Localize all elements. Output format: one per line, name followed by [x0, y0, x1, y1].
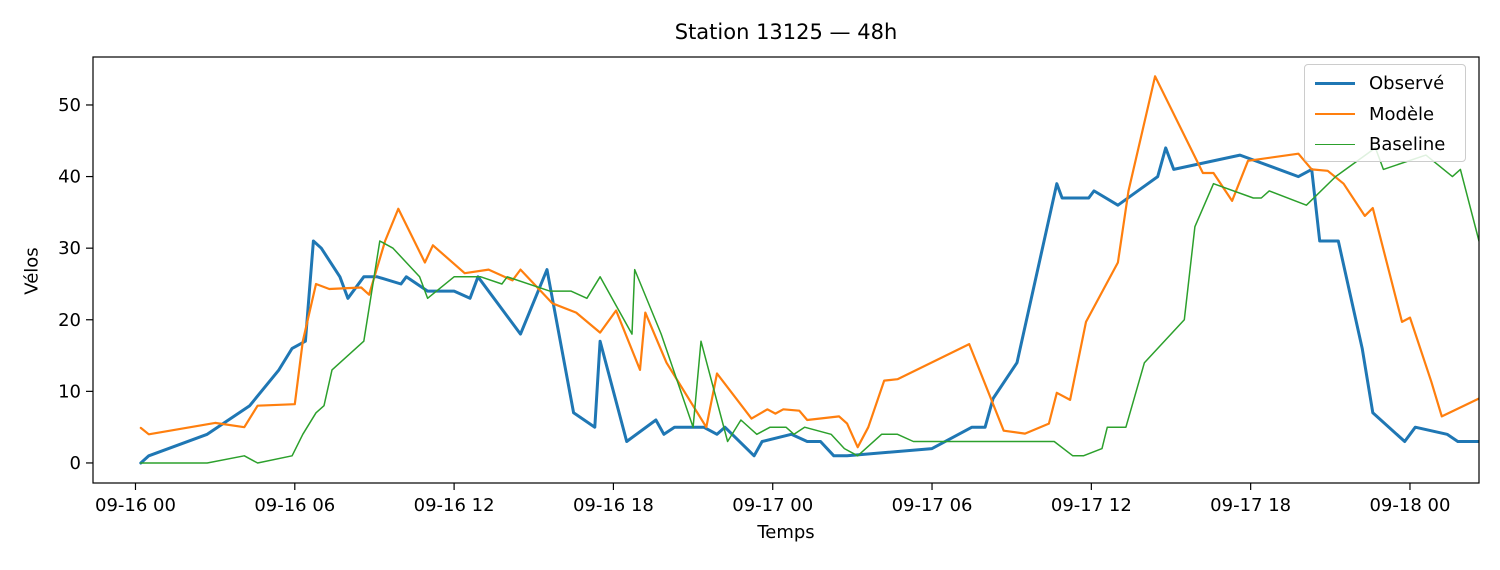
series-line-0: [139, 146, 1479, 465]
legend-label-observe: Observé: [1369, 72, 1445, 94]
y-tick-label: 50: [58, 95, 81, 116]
y-tick-label: 10: [58, 381, 81, 402]
legend-item-observe: Observé: [1315, 71, 1444, 95]
y-tick-label: 30: [58, 238, 81, 259]
legend-swatch-baseline: [1315, 143, 1355, 145]
x-tick-label: 09-16 00: [95, 495, 176, 516]
series-line-2: [140, 147, 1479, 464]
x-tick-label: 09-16 06: [254, 495, 335, 516]
x-tick-label: 09-18 00: [1369, 495, 1450, 516]
legend-label-modele: Modèle: [1369, 103, 1435, 125]
y-tick-label: 40: [58, 167, 81, 188]
x-tick-label: 09-17 00: [732, 495, 813, 516]
y-tick-label: 20: [58, 310, 81, 331]
legend-swatch-modele: [1315, 113, 1355, 115]
legend-item-modele: Modèle: [1315, 102, 1434, 126]
legend: Observé Modèle Baseline: [1304, 64, 1466, 162]
series-line-1: [139, 75, 1479, 449]
plot-frame: [92, 56, 1480, 484]
x-tick-label: 09-17 12: [1051, 495, 1132, 516]
legend-item-baseline: Baseline: [1315, 132, 1445, 156]
x-tick-label: 09-17 06: [892, 495, 973, 516]
x-tick-label: 09-16 18: [573, 495, 654, 516]
x-tick-label: 09-17 18: [1210, 495, 1291, 516]
x-tick-label: 09-16 12: [414, 495, 495, 516]
chart-title: Station 13125 — 48h: [674, 20, 898, 44]
legend-swatch-observe: [1315, 81, 1355, 85]
legend-label-baseline: Baseline: [1369, 133, 1446, 155]
y-tick-label: 0: [70, 453, 81, 474]
y-axis-label: Vélos: [21, 247, 43, 295]
x-axis-label: Temps: [757, 522, 815, 543]
